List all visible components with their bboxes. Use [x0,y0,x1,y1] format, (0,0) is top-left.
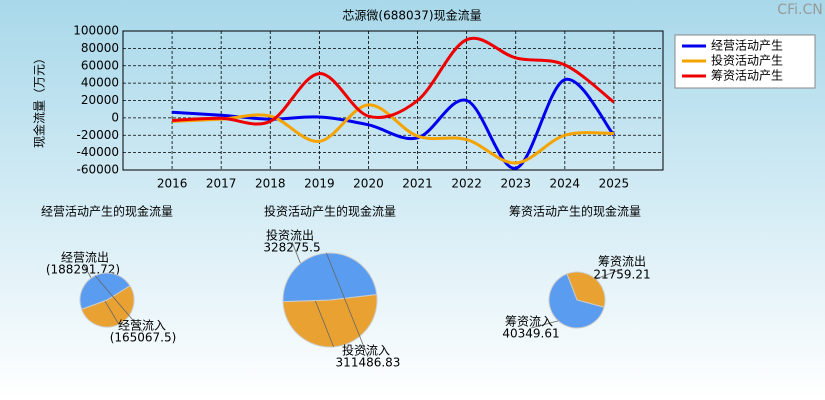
y-tick-label: 80000 [81,41,119,55]
x-tick-label: 2022 [451,177,482,191]
y-axis-label: 现金流量（万元） [32,52,47,148]
slice-label: 经营流出 [61,251,109,265]
x-tick-label: 2021 [402,177,433,191]
chart-title: 芯源微(688037)现金流量 [342,8,481,23]
x-tick-label: 2025 [599,177,630,191]
pie-title: 投资活动产生的现金流量 [264,204,396,219]
slice-label: 筹资流入 [505,315,553,329]
x-tick-label: 2020 [353,177,384,191]
y-tick-label: 0 [111,110,119,124]
leader-line [530,320,559,329]
legend-label: 经营活动产生 [711,39,783,53]
slice-label: 投资流出 [266,228,314,243]
y-tick-label: -20000 [76,128,119,142]
x-tick-label: 2016 [157,177,188,191]
leader-line [326,252,369,358]
line-series [172,36,615,126]
slice-label: 筹资流出 [598,255,646,269]
legend-label: 筹资活动产生 [711,69,783,83]
watermark: CFi.CN [777,2,822,18]
y-tick-label: -60000 [76,163,119,177]
slice-value: 311486.83 [336,356,401,370]
pie-title: 经营活动产生的现金流量 [41,204,173,219]
y-tick-label: -40000 [76,145,119,159]
x-tick-label: 2023 [500,177,531,191]
slice-value: 40349.61 [502,327,559,341]
line-series [171,78,616,170]
x-tick-label: 2017 [206,177,237,191]
slice-label: 投资流入 [342,343,390,358]
slice-value: 21759.21 [593,268,650,282]
slice-label: 经营流入 [118,319,166,333]
y-tick-label: 100000 [73,24,119,38]
slice-value: (165067.5) [110,331,177,345]
y-tick-label: 40000 [81,76,119,90]
leader-line [94,275,144,333]
leader-line [595,268,623,280]
y-tick-label: 20000 [81,93,119,107]
x-tick-label: 2024 [550,177,581,191]
legend-label: 投资活动产生 [711,53,783,68]
y-tick-label: 60000 [81,58,119,72]
pie-slice [548,273,605,329]
pie-title: 筹资活动产生的现金流量 [509,204,641,219]
x-tick-label: 2019 [304,177,335,191]
x-tick-label: 2018 [255,177,286,191]
slice-value: 328275.5 [263,241,320,255]
